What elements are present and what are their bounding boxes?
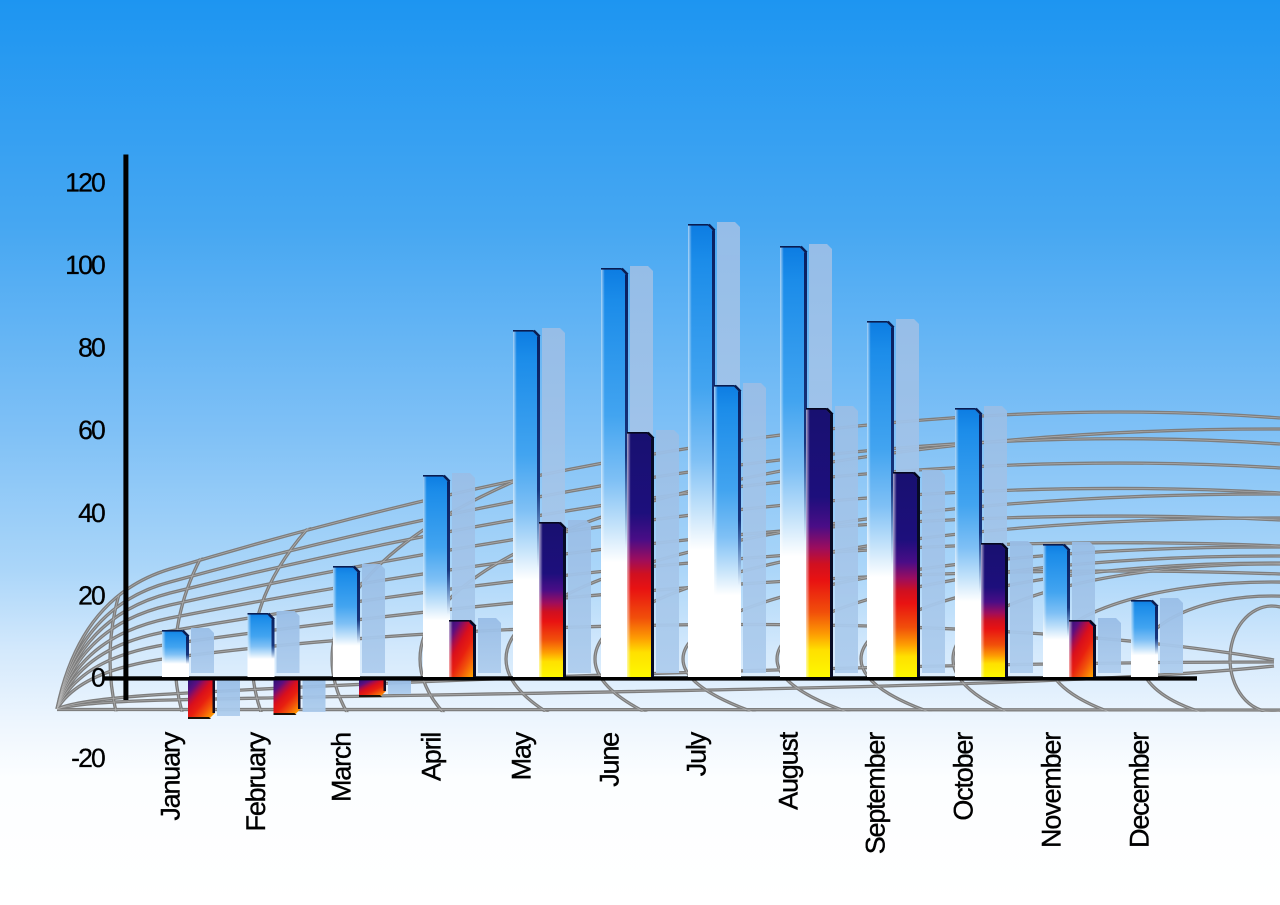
svg-text:0: 0 [91,663,105,693]
svg-text:May: May [507,731,537,780]
svg-text:80: 80 [78,333,105,363]
svg-text:April: April [417,733,447,781]
svg-text:-20: -20 [71,743,105,773]
svg-text:February: February [241,731,271,831]
svg-text:20: 20 [78,581,105,611]
svg-text:December: December [1125,732,1155,848]
svg-text:June: June [595,733,625,787]
svg-text:August: August [774,731,804,810]
svg-text:100: 100 [65,250,105,280]
svg-text:60: 60 [78,415,105,445]
svg-text:November: November [1037,732,1067,848]
svg-text:March: March [327,733,357,802]
svg-text:January: January [156,731,186,820]
svg-text:September: September [861,732,891,854]
svg-text:July: July [682,731,712,776]
svg-text:40: 40 [78,498,105,528]
svg-text:October: October [949,732,979,821]
svg-text:120: 120 [65,168,105,198]
